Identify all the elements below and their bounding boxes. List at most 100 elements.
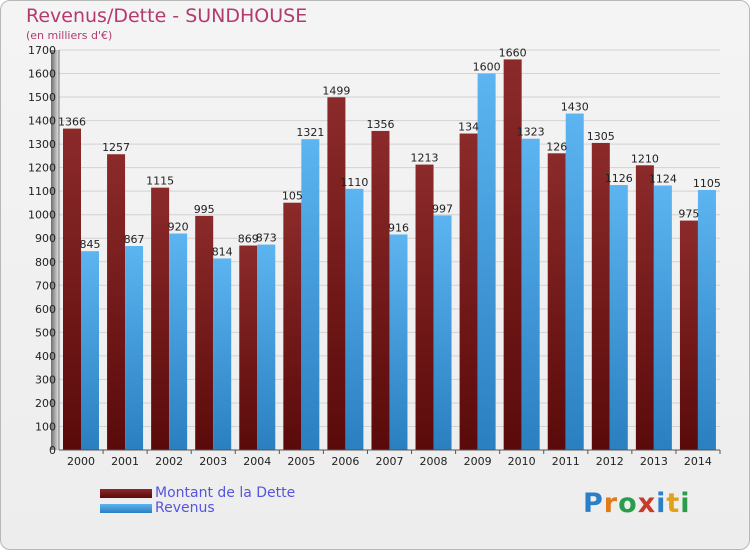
data-label-debt: 1660 (499, 46, 527, 59)
bar-revenus (565, 113, 584, 450)
y-tick-label: 200 (35, 397, 56, 410)
x-tick-label: 2014 (684, 455, 712, 468)
bar-debt (635, 165, 654, 450)
legend-swatch-debt (100, 489, 152, 498)
y-tick-label: 1100 (28, 185, 56, 198)
data-label-revenus: 814 (212, 245, 233, 258)
logo-letter: r (603, 488, 619, 519)
data-label-revenus: 1124 (649, 173, 677, 186)
x-tick-label: 2013 (640, 455, 668, 468)
bar-debt (459, 133, 478, 450)
x-tick-label: 2010 (508, 455, 536, 468)
x-tick-label: 2001 (111, 455, 139, 468)
chart-title: Revenus/Dette - SUNDHOUSE (26, 5, 308, 27)
y-tick-label: 500 (35, 326, 56, 339)
x-tick-label: 2009 (464, 455, 492, 468)
y-tick-label: 900 (35, 232, 56, 245)
y-tick-label: 1200 (28, 162, 56, 175)
data-label-revenus: 997 (432, 202, 453, 215)
x-tick-label: 2007 (375, 455, 403, 468)
data-label-revenus: 1600 (473, 61, 501, 74)
bar-revenus (389, 234, 408, 450)
data-label-revenus: 1126 (605, 172, 633, 185)
data-label-debt: 105 (282, 190, 303, 203)
chart-subtitle: (en milliers d'€) (26, 29, 113, 42)
bar-debt (239, 245, 258, 450)
data-label-debt: 1210 (631, 152, 659, 165)
x-tick-label: 2011 (552, 455, 580, 468)
bar-debt (679, 220, 698, 450)
bar-revenus (477, 73, 496, 450)
axis-depth-wall (51, 50, 59, 450)
bar-revenus (81, 251, 99, 450)
data-label-revenus: 1105 (693, 177, 721, 190)
data-label-revenus: 916 (388, 221, 409, 234)
x-tick-label: 2003 (199, 455, 227, 468)
y-tick-label: 0 (49, 444, 56, 457)
data-label-debt: 1499 (322, 84, 350, 97)
bar-revenus (521, 138, 540, 451)
data-label-revenus: 867 (124, 233, 145, 246)
x-tick-label: 2006 (331, 455, 359, 468)
y-tick-label: 1500 (28, 91, 56, 104)
logo-letter: i (680, 488, 691, 519)
x-tick-label: 2004 (243, 455, 271, 468)
bar-revenus (301, 139, 320, 451)
y-tick-label: 1400 (28, 115, 56, 128)
bar-debt (151, 187, 170, 450)
y-tick-label: 800 (35, 256, 56, 269)
bar-debt (63, 128, 81, 450)
bar-revenus (213, 258, 232, 450)
logo-letter: t (666, 488, 681, 519)
legend-label-debt: Montant de la Dette (155, 485, 296, 501)
data-label-revenus: 1110 (340, 176, 368, 189)
data-label-debt: 1305 (587, 130, 615, 143)
data-label-debt: 1257 (102, 141, 130, 154)
data-label-debt: 1213 (411, 152, 439, 165)
data-label-debt: 995 (194, 203, 215, 216)
x-tick-label: 2000 (67, 455, 95, 468)
data-label-revenus: 873 (256, 232, 277, 245)
legend-label-revenus: Revenus (155, 500, 215, 516)
x-tick-label: 2012 (596, 455, 624, 468)
bar-debt (283, 202, 302, 450)
data-label-debt: 975 (678, 208, 699, 221)
bar-revenus (345, 188, 364, 450)
logo-letter: i (656, 488, 667, 519)
data-label-debt: 134 (458, 121, 479, 134)
logo-letter: P (583, 488, 604, 519)
y-tick-label: 700 (35, 279, 56, 292)
data-label-debt: 1356 (366, 118, 394, 131)
bar-revenus (257, 244, 276, 450)
bar-debt (371, 130, 390, 451)
y-tick-label: 1600 (28, 68, 56, 81)
data-label-revenus: 1321 (296, 126, 324, 139)
bar-debt (107, 154, 126, 450)
bar-debt (195, 215, 214, 450)
bar-revenus (609, 185, 628, 450)
y-tick-label: 100 (35, 420, 56, 433)
bar-revenus (169, 233, 188, 450)
bars (63, 59, 716, 451)
proxiti-logo: Proxiti (583, 488, 691, 519)
data-label-revenus: 1323 (517, 126, 545, 139)
bar-revenus (433, 215, 452, 450)
bar-revenus (653, 185, 672, 450)
bar-debt (327, 97, 346, 450)
bar-revenus (125, 246, 144, 450)
legend-swatch-revenus (100, 504, 152, 513)
data-label-revenus: 845 (80, 238, 101, 251)
bar-debt (415, 164, 434, 450)
data-label-revenus: 920 (168, 221, 189, 234)
y-tick-label: 1700 (28, 44, 56, 57)
data-label-debt: 126 (546, 140, 567, 153)
data-label-revenus: 1430 (561, 101, 589, 114)
y-axis-ticks: 0 100 200 300 400 500 600 700 800 900 1000 1100 1200… (28, 44, 56, 457)
bar-debt (591, 142, 610, 451)
bar-revenus (697, 190, 716, 450)
x-tick-label: 2002 (155, 455, 183, 468)
data-label-debt: 1366 (58, 116, 86, 129)
data-label-debt: 1115 (146, 175, 174, 188)
data-label-debt: 869 (238, 233, 259, 246)
